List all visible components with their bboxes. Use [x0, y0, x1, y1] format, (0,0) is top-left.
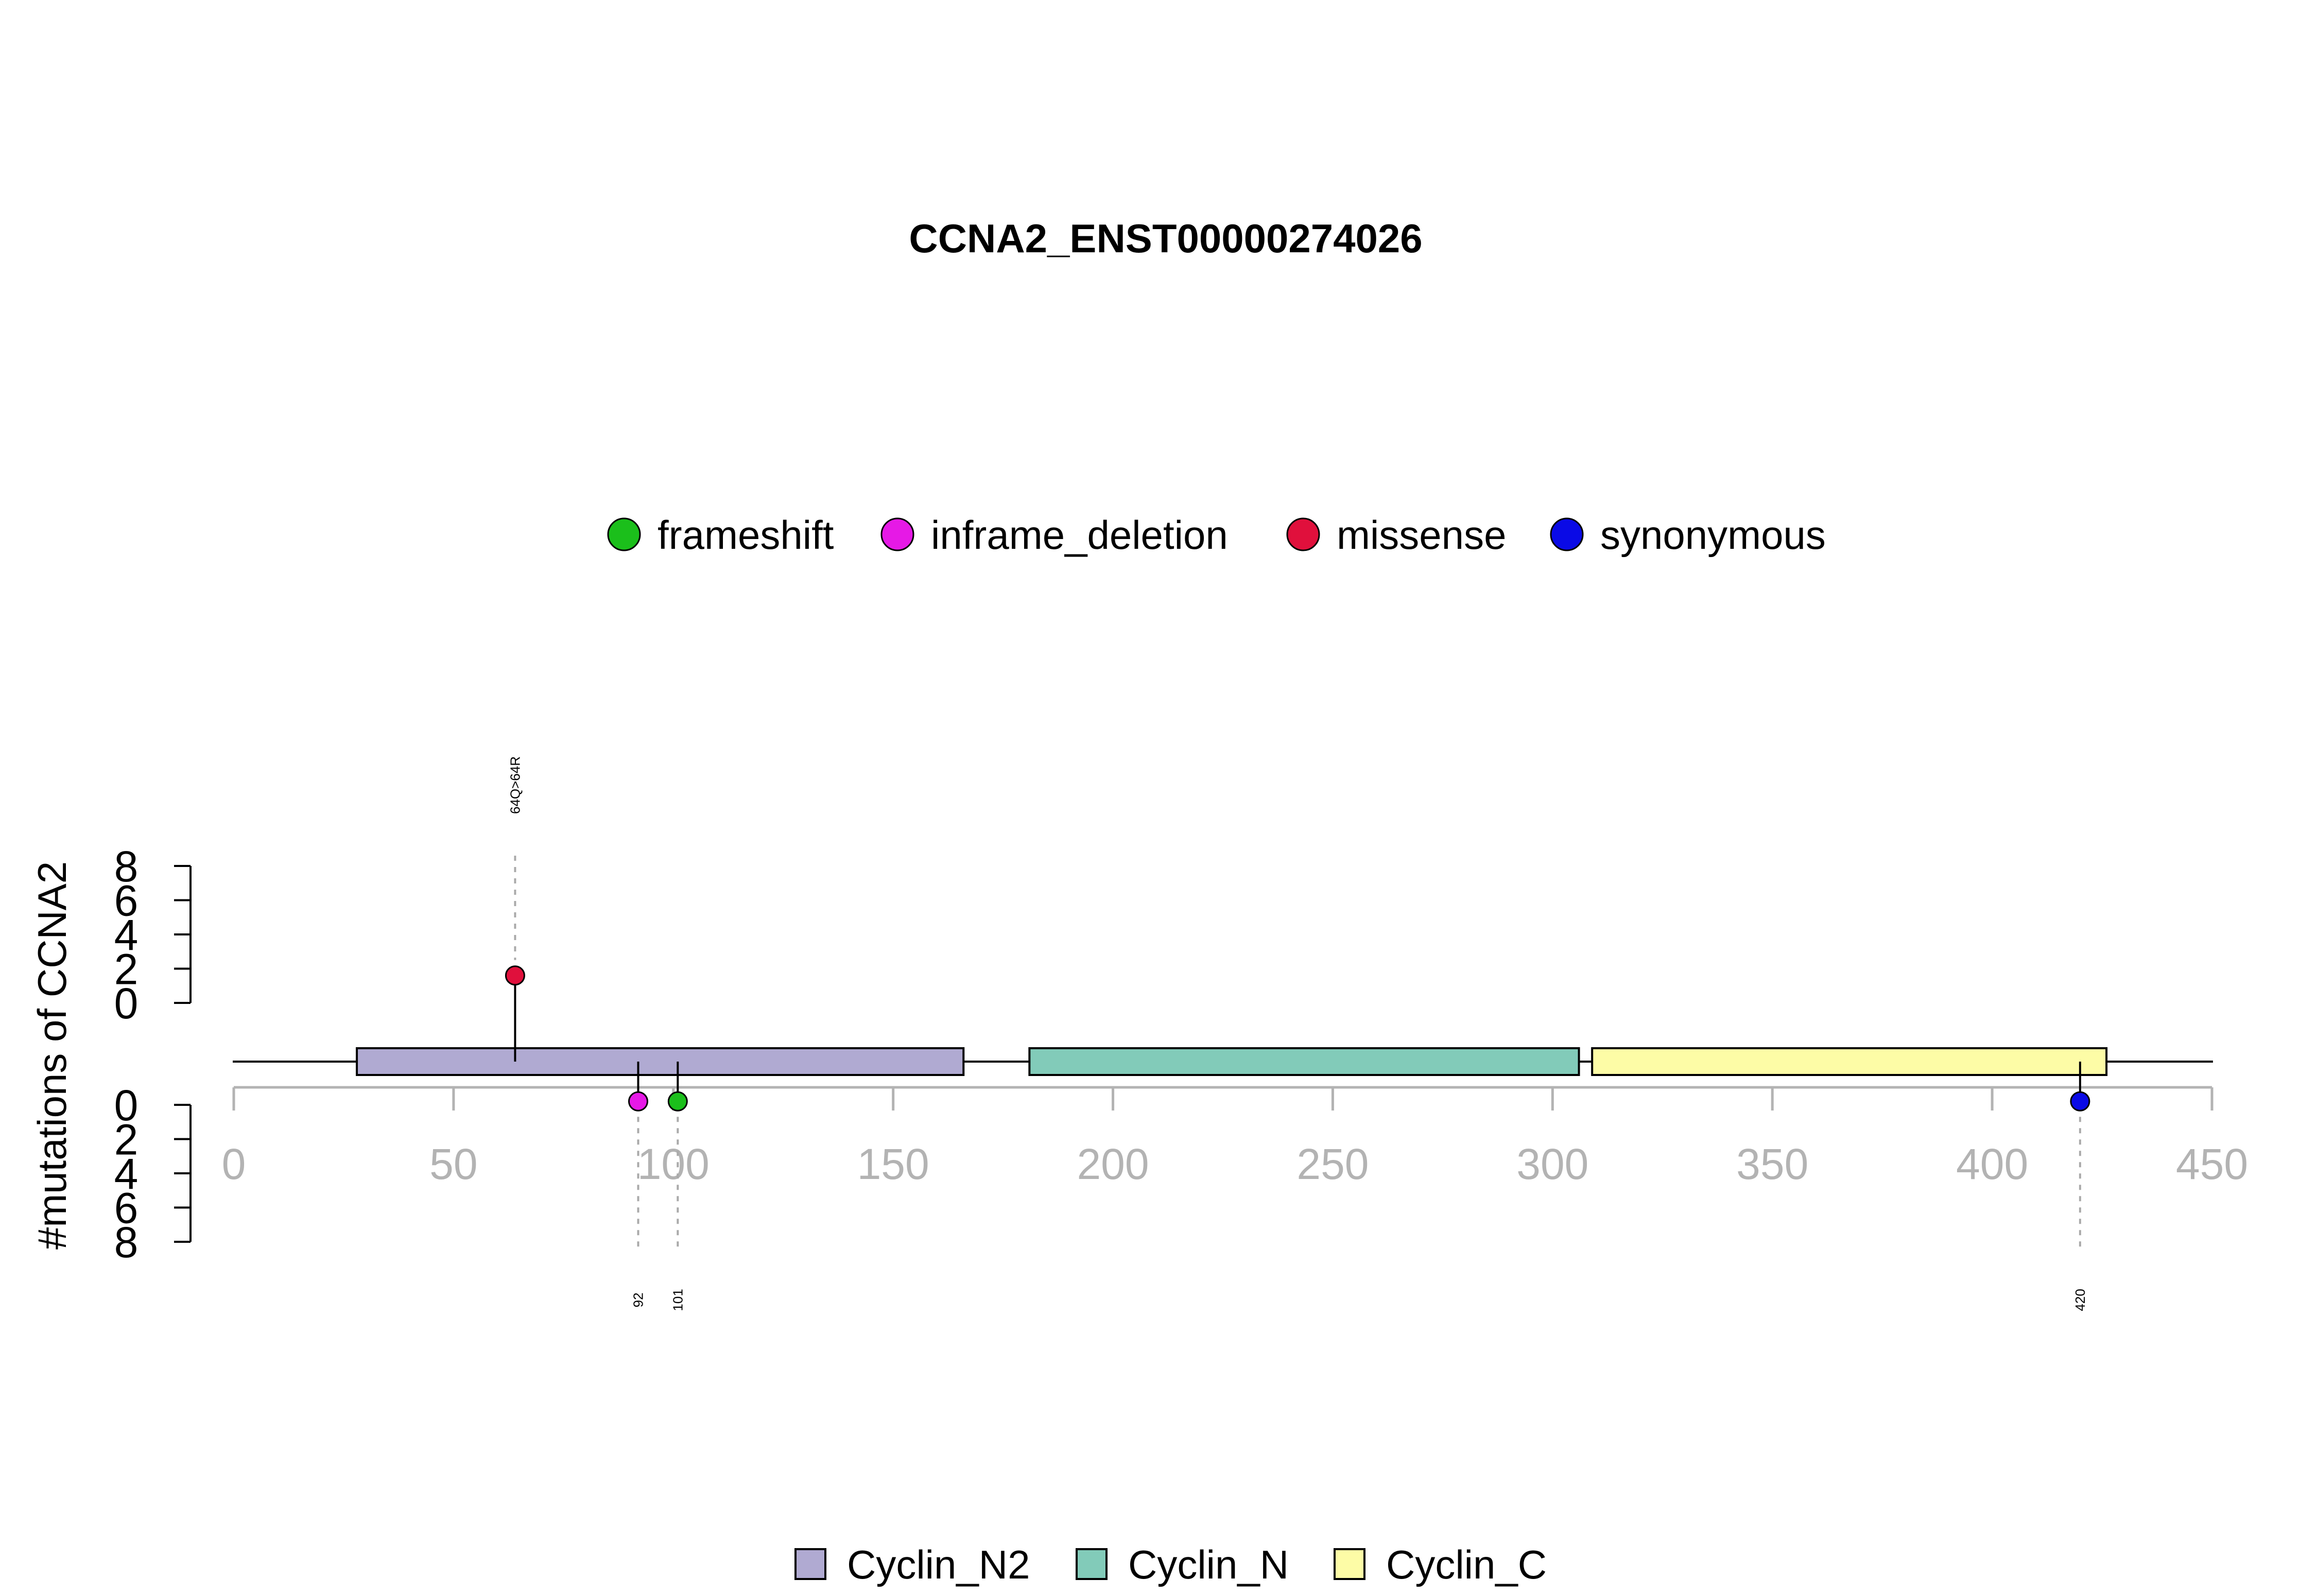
y-tick-label-top: 8 [114, 842, 139, 891]
y-tick-label-bottom: 8 [114, 1218, 139, 1267]
domain-legend: Cyclin_N2 Cyclin_N Cyclin_C [794, 1542, 1547, 1587]
legend-marker-missense [1286, 517, 1320, 551]
mutation-legend: frameshift inframe_deletion missense synony… [607, 512, 1826, 558]
y-tick-label-bottom: 0 [114, 1081, 139, 1130]
y-tick-label-bottom: 4 [114, 1150, 139, 1198]
x-tick-label: 200 [1077, 1140, 1149, 1188]
y-tick-label-bottom: 6 [114, 1184, 139, 1233]
mutation-label-64: 64Q>64R [507, 756, 523, 814]
mutation-point-64 [505, 965, 525, 986]
x-tick-label: 350 [1736, 1140, 1808, 1188]
y-axis-label: #mutations of CCNA2 [29, 861, 75, 1250]
x-tick-label: 150 [857, 1140, 929, 1188]
mutation-label-420: 420 [2072, 1289, 2088, 1311]
x-tick-label: 50 [429, 1140, 477, 1188]
legend-label-inframe_deletion: inframe_deletion [931, 512, 1228, 558]
y-tick-label-top: 0 [114, 979, 139, 1028]
domain-Cyclin_C [1591, 1047, 2108, 1076]
legend-label-missense: missense [1337, 512, 1506, 558]
mutation-point-420 [2070, 1091, 2090, 1112]
legend-label-Cyclin_N2: Cyclin_N2 [847, 1542, 1030, 1587]
x-tick-label: 100 [637, 1140, 710, 1188]
legend-marker-synonymous [1550, 517, 1584, 551]
y-tick-label-top: 6 [114, 877, 139, 925]
x-tick-label: 250 [1296, 1140, 1369, 1188]
y-tick-label-bottom: 2 [114, 1116, 139, 1164]
legend-swatch-Cyclin_N2 [794, 1548, 826, 1580]
legend-label-frameshift: frameshift [658, 512, 834, 558]
x-axis: 0 50 100 150 200 250 300 350 400 450 [222, 1086, 2248, 1188]
mutation-label-101: 101 [670, 1289, 685, 1311]
legend-swatch-Cyclin_N [1076, 1548, 1108, 1580]
legend-marker-inframe_deletion [880, 517, 914, 551]
legend-label-Cyclin_N: Cyclin_N [1128, 1542, 1289, 1587]
legend-swatch-Cyclin_C [1334, 1548, 1365, 1580]
x-tick-label: 400 [1956, 1140, 2028, 1188]
mutation-point-101 [667, 1091, 688, 1112]
legend-marker-frameshift [607, 517, 641, 551]
domain-Cyclin_N2 [356, 1047, 965, 1076]
domain-Cyclin_N [1028, 1047, 1580, 1076]
mutation-point-92 [628, 1091, 648, 1112]
domains [356, 1047, 2108, 1076]
x-tick-label: 450 [2176, 1140, 2248, 1188]
mutations-bottom: 92 101 420 [628, 1062, 2090, 1311]
x-tick-label: 0 [222, 1140, 246, 1188]
legend-label-Cyclin_C: Cyclin_C [1386, 1542, 1547, 1587]
mutation-label-92: 92 [630, 1293, 646, 1308]
chart-title: CCNA2_ENST00000274026 [909, 216, 1422, 261]
x-tick-label: 300 [1516, 1140, 1588, 1188]
legend-label-synonymous: synonymous [1600, 512, 1826, 558]
y-tick-label-top: 4 [114, 911, 139, 959]
y-tick-label-top: 2 [114, 945, 139, 994]
mutations-top: 64Q>64R [505, 756, 525, 1062]
